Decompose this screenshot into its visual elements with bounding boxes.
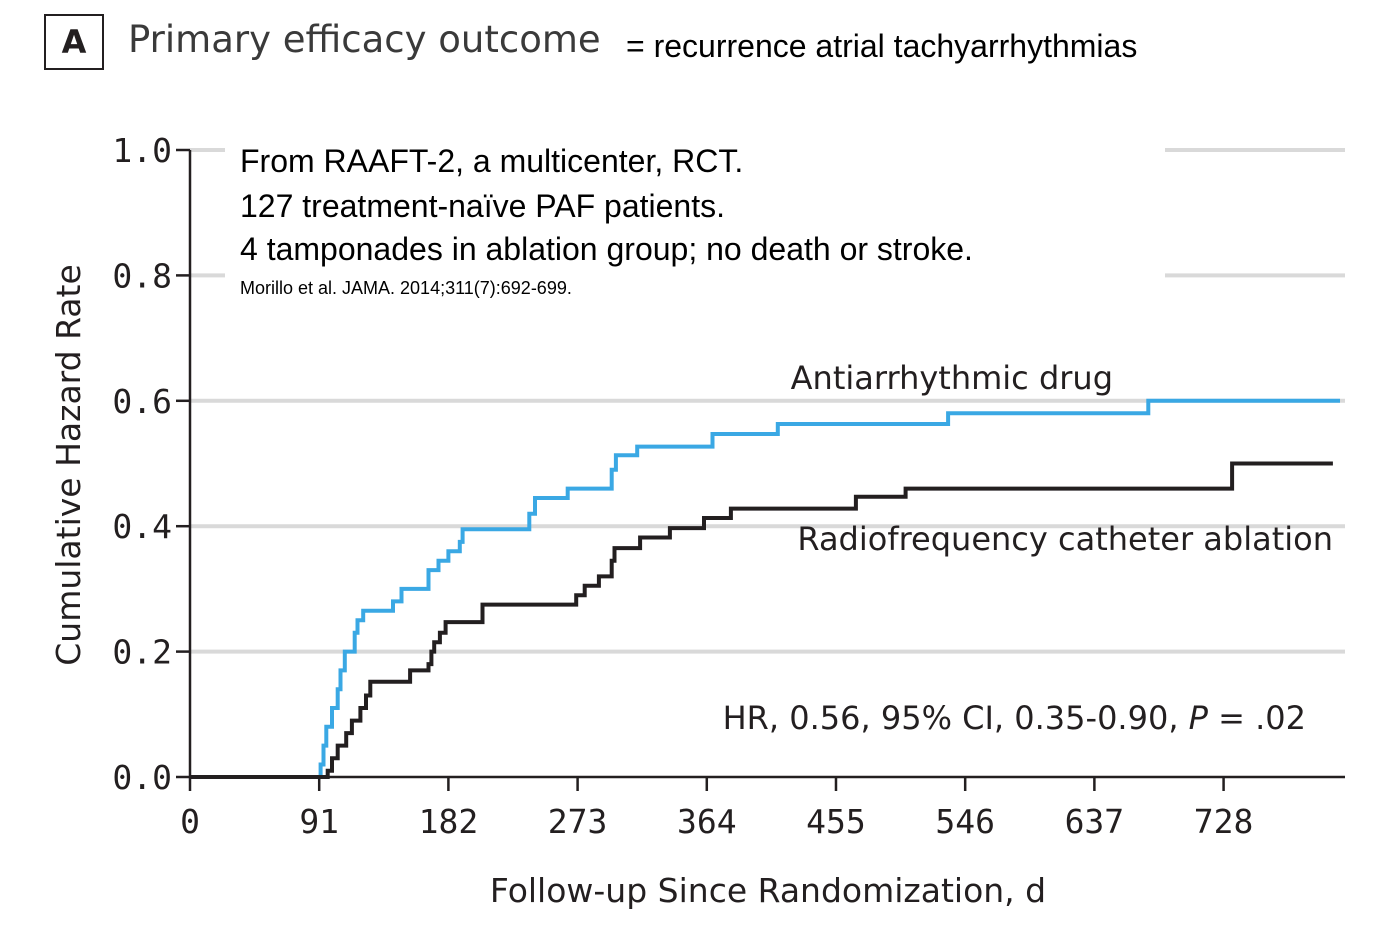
panel-title: Primary efficacy outcome bbox=[128, 18, 601, 61]
series bbox=[190, 398, 1340, 779]
x-tick-label: 455 bbox=[806, 802, 866, 841]
y-tick-label: 0.8 bbox=[112, 256, 172, 295]
y-axis-title: Cumulative Hazard Rate bbox=[49, 264, 88, 666]
p-symbol: P bbox=[1189, 699, 1209, 737]
axes bbox=[188, 150, 1345, 779]
x-tick-label: 91 bbox=[299, 802, 339, 841]
x-tick-label: 637 bbox=[1065, 802, 1125, 841]
ticks: 0.0 0.2 0.4 0.6 0.8 1.0 0 91 182 273 364 455 546 637 7… bbox=[112, 131, 1253, 841]
panel-subtitle: = recurrence atrial tachyarrhythmias bbox=[626, 28, 1138, 64]
x-tick-label: 0 bbox=[180, 802, 200, 841]
x-tick-label: 364 bbox=[677, 802, 737, 841]
p-value: = .02 bbox=[1208, 699, 1306, 737]
citation: Morillo et al. JAMA. 2014;311(7):692-699… bbox=[240, 278, 572, 298]
x-tick-label: 182 bbox=[419, 802, 479, 841]
annotation-backdrop bbox=[225, 138, 1165, 306]
series-label-ablation: Radiofrequency catheter ablation bbox=[797, 520, 1333, 558]
y-tick-label: 0.4 bbox=[112, 507, 172, 546]
y-tick-label: 0.0 bbox=[112, 758, 172, 797]
series-line-antiarrhythmic-drug bbox=[190, 398, 1340, 779]
annotation-line-3: 4 tamponades in ablation group; no death… bbox=[240, 231, 973, 267]
y-tick-label: 0.6 bbox=[112, 382, 172, 421]
x-tick-label: 546 bbox=[935, 802, 995, 841]
y-tick-label: 0.2 bbox=[112, 633, 172, 672]
hazard-ratio-annotation: HR, 0.56, 95% CI, 0.35-0.90, P = .02 bbox=[723, 699, 1306, 737]
x-tick-label: 273 bbox=[548, 802, 608, 841]
annotation-line-2: 127 treatment-naïve PAF patients. bbox=[240, 188, 725, 224]
x-tick-label: 728 bbox=[1194, 802, 1254, 841]
y-tick-label: 1.0 bbox=[112, 131, 172, 170]
x-axis-title: Follow-up Since Randomization, d bbox=[490, 871, 1046, 910]
series-line-catheter-ablation bbox=[190, 461, 1333, 779]
annotation-line-1: From RAAFT-2, a multicenter, RCT. bbox=[240, 143, 743, 179]
panel-letter: A bbox=[44, 14, 104, 70]
series-label-drug: Antiarrhythmic drug bbox=[791, 359, 1113, 397]
hr-text: HR, 0.56, 95% CI, 0.35-0.90, bbox=[723, 699, 1189, 737]
